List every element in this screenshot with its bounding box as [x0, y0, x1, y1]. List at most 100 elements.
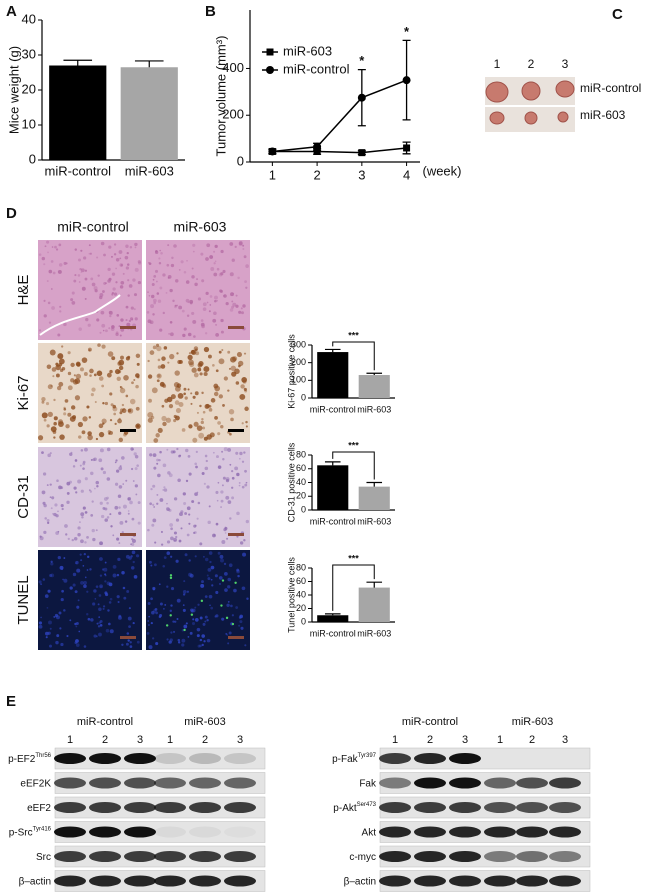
- band: [124, 802, 156, 813]
- cell: [88, 489, 91, 491]
- significance-label: ***: [348, 553, 359, 563]
- cell: [170, 394, 176, 400]
- cell: [129, 317, 134, 321]
- cell: [221, 617, 225, 621]
- cell: [173, 630, 176, 633]
- cell: [224, 588, 228, 592]
- cell: [185, 298, 190, 303]
- cell: [151, 523, 155, 527]
- cell: [196, 425, 203, 431]
- cell: [118, 417, 121, 420]
- cell: [202, 307, 207, 311]
- cell: [115, 332, 119, 337]
- cell: [241, 586, 246, 591]
- cell: [236, 511, 240, 516]
- cell: [243, 387, 247, 391]
- band: [54, 851, 86, 862]
- apoptotic-cell: [183, 628, 186, 632]
- cell: [89, 368, 94, 374]
- cell: [130, 555, 133, 558]
- y-tick-label: 80: [296, 562, 306, 572]
- cell: [120, 355, 124, 360]
- cell: [197, 367, 202, 372]
- cell: [114, 505, 119, 510]
- column-label: miR-control: [57, 219, 129, 235]
- row-label-text: c-myc: [349, 852, 376, 863]
- cell: [171, 256, 174, 260]
- cell: [163, 346, 168, 350]
- cell: [220, 506, 222, 509]
- cell: [124, 520, 128, 523]
- cell: [93, 373, 97, 377]
- group-label: miR-control: [402, 716, 458, 728]
- cell: [98, 616, 101, 618]
- cell: [135, 373, 140, 378]
- cell: [183, 624, 188, 629]
- significance-label: *: [404, 24, 410, 39]
- cell: [211, 584, 214, 587]
- marker: [313, 147, 321, 155]
- cell: [130, 543, 132, 545]
- cell: [240, 307, 243, 310]
- error-bar: [366, 481, 383, 487]
- cell: [219, 289, 223, 293]
- cell: [49, 644, 52, 648]
- cell: [150, 621, 153, 625]
- cell: [102, 605, 106, 608]
- cell: [204, 466, 209, 471]
- cell: [76, 568, 81, 573]
- cell: [186, 259, 188, 262]
- cell: [147, 359, 150, 363]
- cell: [230, 417, 234, 422]
- cell: [81, 286, 86, 291]
- cell: [106, 447, 111, 452]
- cell: [224, 532, 227, 534]
- cell: [167, 361, 170, 364]
- cell: [98, 423, 104, 429]
- cell: [98, 632, 102, 637]
- blot-strip: [379, 747, 591, 770]
- cell: [192, 319, 197, 324]
- cell: [106, 496, 109, 500]
- cell: [72, 583, 76, 587]
- band: [449, 777, 481, 789]
- cell: [198, 361, 204, 367]
- cell: [162, 311, 165, 315]
- cell: [152, 637, 155, 640]
- cell: [75, 491, 78, 494]
- y-tick-label: 10: [22, 116, 36, 131]
- band: [89, 826, 121, 838]
- cell: [97, 603, 100, 606]
- cell: [76, 605, 80, 609]
- row-label: H&E: [15, 275, 32, 306]
- cell: [201, 580, 204, 584]
- cell: [233, 588, 237, 593]
- band: [379, 875, 411, 887]
- cell: [130, 447, 134, 451]
- x-tick-label: 4: [403, 167, 410, 182]
- cell: [86, 590, 89, 593]
- cell: [161, 383, 166, 388]
- y-tick-label: 200: [222, 107, 244, 122]
- cell: [209, 255, 214, 259]
- cell: [181, 638, 186, 643]
- row-label: Akt: [362, 827, 377, 838]
- cell: [220, 249, 224, 254]
- cell: [133, 378, 136, 381]
- cell: [42, 472, 47, 476]
- cell: [222, 458, 225, 461]
- bar: [120, 67, 178, 160]
- cell: [91, 528, 95, 533]
- cell: [81, 357, 88, 363]
- cell: [131, 542, 135, 546]
- cell: [58, 263, 63, 267]
- cell: [87, 323, 91, 327]
- cell: [75, 373, 82, 380]
- cell: [55, 640, 59, 645]
- cell: [189, 362, 195, 368]
- cell: [48, 321, 52, 324]
- band: [154, 753, 186, 764]
- cell: [134, 246, 137, 249]
- cell: [75, 622, 79, 625]
- cell: [225, 478, 230, 483]
